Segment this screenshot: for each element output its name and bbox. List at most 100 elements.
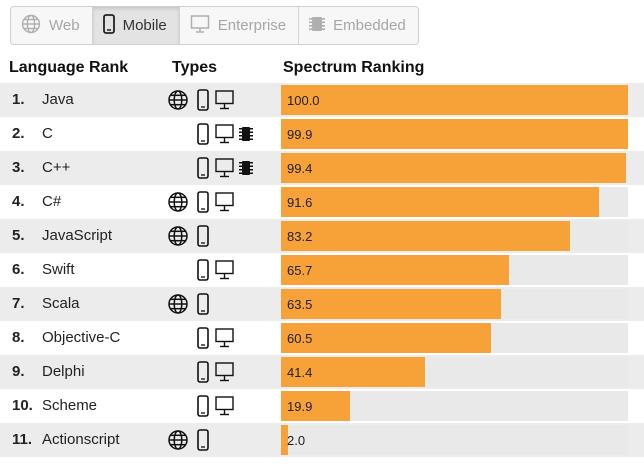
desktop-monitor-icon (190, 14, 218, 38)
spectrum-bar-track: 19.9 (281, 391, 628, 421)
header-spectrum-ranking[interactable]: Spectrum Ranking (283, 59, 425, 76)
spectrum-bar (281, 221, 570, 251)
type-icons (168, 293, 280, 315)
mobile-phone-icon (197, 429, 209, 451)
spectrum-bar-track: 63.5 (281, 289, 628, 319)
spectrum-bar-track: 100.0 (281, 85, 628, 115)
language-name[interactable]: JavaScript (42, 227, 113, 244)
rank-number: 11. (12, 431, 33, 448)
type-icons (168, 225, 280, 247)
desktop-monitor-icon (215, 260, 234, 280)
filter-enterprise-button[interactable]: Enterprise (180, 7, 300, 44)
filter-embedded-button[interactable]: Embedded (299, 7, 418, 44)
filter-mobile-button[interactable]: Mobile (92, 7, 180, 44)
chip-icon (239, 161, 253, 175)
table-row: 1. Java 100.0 (0, 83, 644, 117)
mobile-phone-icon (197, 89, 209, 111)
type-icons (168, 395, 280, 417)
filter-web-button[interactable]: Web (11, 7, 93, 44)
desktop-monitor-icon (215, 124, 234, 144)
spectrum-score: 60.5 (287, 331, 313, 346)
spectrum-bar (281, 255, 509, 285)
spectrum-bar-track: 83.2 (281, 221, 628, 251)
spectrum-score: 2.0 (287, 433, 306, 448)
globe-icon (168, 430, 188, 450)
globe-icon (21, 14, 49, 38)
globe-icon (168, 226, 188, 246)
spectrum-bar-track: 91.6 (281, 187, 628, 217)
spectrum-bar (281, 323, 491, 353)
spectrum-bar (281, 391, 351, 421)
rank-number: 8. (12, 329, 25, 346)
type-icons (168, 259, 280, 281)
desktop-monitor-icon (215, 396, 234, 416)
table-row: 2. C 99.9 (0, 117, 644, 151)
language-name[interactable]: Scheme (42, 397, 98, 414)
rank-number: 5. (12, 227, 25, 244)
language-name[interactable]: Java (42, 91, 74, 108)
type-icons (168, 123, 280, 145)
rank-number: 2. (12, 125, 25, 142)
desktop-monitor-icon (215, 90, 234, 110)
language-name[interactable]: C# (42, 193, 62, 210)
type-icons (168, 157, 280, 179)
mobile-phone-icon (197, 327, 209, 349)
spectrum-bar (281, 425, 288, 455)
rank-number: 9. (12, 363, 25, 380)
spectrum-bar-track: 2.0 (281, 425, 628, 455)
spectrum-bar-track: 41.4 (281, 357, 628, 387)
mobile-phone-icon (197, 259, 209, 281)
mobile-phone-icon (197, 123, 209, 145)
spectrum-score: 100.0 (287, 93, 320, 108)
type-icons (168, 327, 280, 349)
header-language-rank[interactable]: Language Rank (9, 59, 129, 76)
type-icons (168, 429, 280, 451)
spectrum-bar-track: 99.4 (281, 153, 628, 183)
spectrum-score: 41.4 (287, 365, 313, 380)
filter-mobile-label: Mobile (122, 17, 167, 34)
spectrum-score: 91.6 (287, 195, 313, 210)
desktop-monitor-icon (215, 192, 234, 212)
table-row: 5. JavaScript 83.2 (0, 219, 644, 253)
language-name[interactable]: Scala (42, 295, 80, 312)
globe-icon (168, 192, 188, 212)
spectrum-bar (281, 85, 628, 115)
spectrum-score: 63.5 (287, 297, 313, 312)
globe-icon (168, 294, 188, 314)
mobile-phone-icon (197, 191, 209, 213)
rank-number: 10. (12, 397, 33, 414)
spectrum-bar-track: 60.5 (281, 323, 628, 353)
table-row: 11. Actionscript 2.0 (0, 423, 644, 457)
type-filter-bar: Web Mobile Enterprise Embedded (10, 6, 419, 45)
type-icons (168, 89, 280, 111)
spectrum-bar (281, 289, 502, 319)
mobile-phone-icon (197, 361, 209, 383)
header-types: Types (172, 59, 218, 76)
language-name[interactable]: C++ (42, 159, 71, 176)
language-name[interactable]: Objective-C (42, 329, 121, 346)
spectrum-bar-track: 65.7 (281, 255, 628, 285)
chip-icon (309, 14, 333, 38)
filter-enterprise-label: Enterprise (217, 17, 287, 34)
rank-number: 6. (12, 261, 25, 278)
rank-number: 4. (12, 193, 25, 210)
chip-icon (239, 127, 253, 141)
mobile-phone-icon (197, 293, 209, 315)
spectrum-bar (281, 187, 599, 217)
mobile-phone-icon (197, 157, 209, 179)
table-row: 6. Swift 65.7 (0, 253, 644, 287)
table-header: Language Rank Types Spectrum Ranking (0, 57, 644, 79)
spectrum-score: 99.9 (287, 127, 313, 142)
language-name[interactable]: Actionscript (42, 431, 120, 448)
language-name[interactable]: C (42, 125, 53, 142)
globe-icon (168, 90, 188, 110)
ranking-table: 1. Java 100.0 2. C 99.9 3. C++ 99.4 4. C# 91.6 5. Jav… (0, 83, 644, 457)
language-name[interactable]: Delphi (42, 363, 85, 380)
mobile-phone-icon (197, 225, 209, 247)
spectrum-bar-track: 99.9 (281, 119, 628, 149)
rank-number: 7. (12, 295, 25, 312)
spectrum-score: 65.7 (287, 263, 313, 278)
table-row: 8. Objective-C 60.5 (0, 321, 644, 355)
language-name[interactable]: Swift (42, 261, 75, 278)
mobile-phone-icon (197, 395, 209, 417)
